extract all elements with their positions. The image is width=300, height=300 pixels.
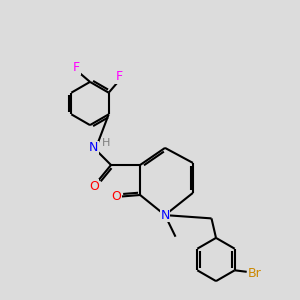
- Text: N: N: [160, 208, 170, 222]
- Text: O: O: [111, 190, 121, 203]
- Text: F: F: [116, 70, 123, 83]
- Text: O: O: [89, 179, 99, 193]
- Text: N: N: [89, 141, 99, 154]
- Text: F: F: [73, 61, 80, 74]
- Text: Br: Br: [247, 267, 261, 280]
- Text: H: H: [102, 138, 110, 148]
